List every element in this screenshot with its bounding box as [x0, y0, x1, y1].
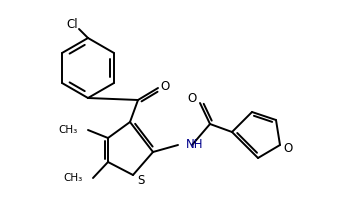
- Text: CH₃: CH₃: [64, 173, 83, 183]
- Text: S: S: [137, 173, 145, 187]
- Text: O: O: [283, 141, 293, 154]
- Text: O: O: [187, 91, 197, 105]
- Text: Cl: Cl: [66, 17, 78, 30]
- Text: NH: NH: [186, 139, 204, 152]
- Text: O: O: [160, 80, 170, 93]
- Text: CH₃: CH₃: [59, 125, 78, 135]
